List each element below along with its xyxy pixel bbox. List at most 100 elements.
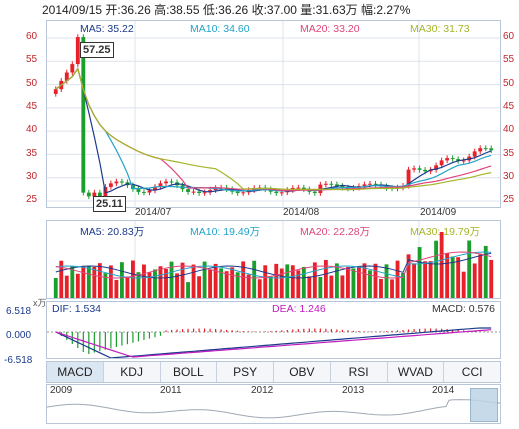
price-ma10-label: MA10: 34.60 xyxy=(190,23,250,35)
tab-psy[interactable]: PSY xyxy=(217,362,274,382)
price-y-tick-right: 30 xyxy=(503,170,515,182)
candle-body xyxy=(472,151,477,157)
volume-bar xyxy=(384,264,389,298)
tab-obv[interactable]: OBV xyxy=(274,362,331,382)
price-chart[interactable] xyxy=(47,21,500,207)
candle-body xyxy=(97,192,102,197)
volume-bar xyxy=(64,275,69,298)
volume-ma5-label: MA5: 20.83万 xyxy=(80,226,145,238)
price-y-tick-right: 35 xyxy=(503,147,515,159)
candle-body xyxy=(241,192,246,194)
overview-sparkline xyxy=(47,399,500,419)
indicator-tabs: MACD KDJ BOLL PSY OBV RSI WVAD CCI xyxy=(46,361,501,383)
volume-bar xyxy=(312,262,317,298)
tab-boll[interactable]: BOLL xyxy=(161,362,218,382)
price-y-tick-right: 25 xyxy=(503,194,515,206)
volume-ma30-label: MA30: 19.79万 xyxy=(410,226,481,238)
volume-bar xyxy=(406,254,411,298)
price-ma20-label: MA20: 33.20 xyxy=(300,23,360,35)
volume-bar xyxy=(197,276,202,298)
price-y-tick: 50 xyxy=(26,77,38,89)
quote-low: 低:36.26 xyxy=(202,3,249,17)
volume-bar xyxy=(274,263,279,298)
price-y-tick: 30 xyxy=(26,170,38,182)
price-y-tick-right: 55 xyxy=(503,54,515,66)
tab-cci[interactable]: CCI xyxy=(461,365,483,379)
volume-bar xyxy=(445,253,450,298)
quote-volume: 量:31.63万 xyxy=(300,3,358,17)
x-tick-2014-08: 2014/08 xyxy=(283,207,320,218)
price-y-tick: 35 xyxy=(26,147,38,159)
volume-bar xyxy=(158,266,163,298)
volume-bar xyxy=(412,263,416,298)
volume-unit-label: x万 xyxy=(33,298,47,308)
price-y-tick: 45 xyxy=(26,100,38,112)
volume-bar xyxy=(489,259,494,298)
overview-navigator[interactable] xyxy=(46,384,501,424)
volume-chart-panel[interactable] xyxy=(46,220,501,299)
volume-bar xyxy=(114,279,119,298)
overview-range-handle[interactable] xyxy=(470,388,498,422)
volume-bar xyxy=(169,261,174,298)
candle-body xyxy=(70,64,75,73)
candle-body xyxy=(373,183,378,185)
volume-bar xyxy=(53,278,58,298)
volume-bar xyxy=(224,271,229,298)
candle-body xyxy=(417,168,422,170)
overview-year-2014: 2014 xyxy=(432,385,455,396)
price-chart-panel[interactable] xyxy=(46,20,501,208)
volume-bar xyxy=(191,264,196,298)
candle-body xyxy=(114,181,119,184)
candle-body xyxy=(64,72,69,81)
volume-bar xyxy=(246,274,251,298)
candle-body xyxy=(92,192,97,197)
volume-bar xyxy=(86,265,91,298)
candle-body xyxy=(439,160,444,166)
volume-bar xyxy=(290,265,295,298)
candle-body xyxy=(456,159,461,161)
tab-kdj[interactable]: KDJ xyxy=(104,362,161,382)
quote-high: 高:38.55 xyxy=(154,3,200,17)
candle-body xyxy=(81,37,86,193)
candle-body xyxy=(119,181,124,183)
ma10-line xyxy=(55,67,492,192)
tab-wvad[interactable]: WVAD xyxy=(388,362,445,382)
volume-bar xyxy=(472,263,477,298)
volume-bar xyxy=(401,272,405,298)
volume-bar xyxy=(428,261,433,298)
overview-year-2012: 2012 xyxy=(251,385,274,396)
volume-bar xyxy=(125,276,130,298)
volume-bar xyxy=(75,273,80,298)
quote-close: 收:37.00 xyxy=(251,3,297,17)
quote-date: 2014/09/15 xyxy=(42,3,103,17)
volume-bar xyxy=(186,282,190,298)
volume-bar xyxy=(119,262,124,298)
volume-bar xyxy=(235,272,240,298)
candle-body xyxy=(142,191,146,193)
volume-chart[interactable] xyxy=(47,221,500,298)
volume-ma5-line xyxy=(55,252,492,279)
macd-y-mid: 0.000 xyxy=(6,330,32,341)
price-y-tick-right: 60 xyxy=(503,31,515,42)
candle-body xyxy=(312,191,317,194)
volume-bar xyxy=(478,254,483,298)
candle-body xyxy=(235,191,240,194)
volume-bar xyxy=(164,269,168,298)
tab-rsi[interactable]: RSI xyxy=(331,362,388,382)
x-tick-2014-09: 2014/09 xyxy=(420,207,457,218)
price-max-label: 57.25 xyxy=(80,42,114,58)
price-min-label: 25.11 xyxy=(93,196,126,212)
macd-dif-label: DIF: 1.534 xyxy=(52,303,102,315)
macd-chart-panel[interactable] xyxy=(46,301,501,359)
tab-macd[interactable]: MACD xyxy=(47,362,104,382)
macd-dea-line xyxy=(55,329,492,358)
candle-body xyxy=(334,184,339,187)
candle-body xyxy=(164,181,168,184)
volume-bar xyxy=(390,279,394,298)
volume-bar xyxy=(230,267,235,298)
volume-bar xyxy=(103,273,108,298)
candle-body xyxy=(136,189,141,192)
macd-chart[interactable] xyxy=(47,302,500,358)
volume-bar xyxy=(296,270,301,298)
overview-year-2011: 2011 xyxy=(160,385,182,396)
